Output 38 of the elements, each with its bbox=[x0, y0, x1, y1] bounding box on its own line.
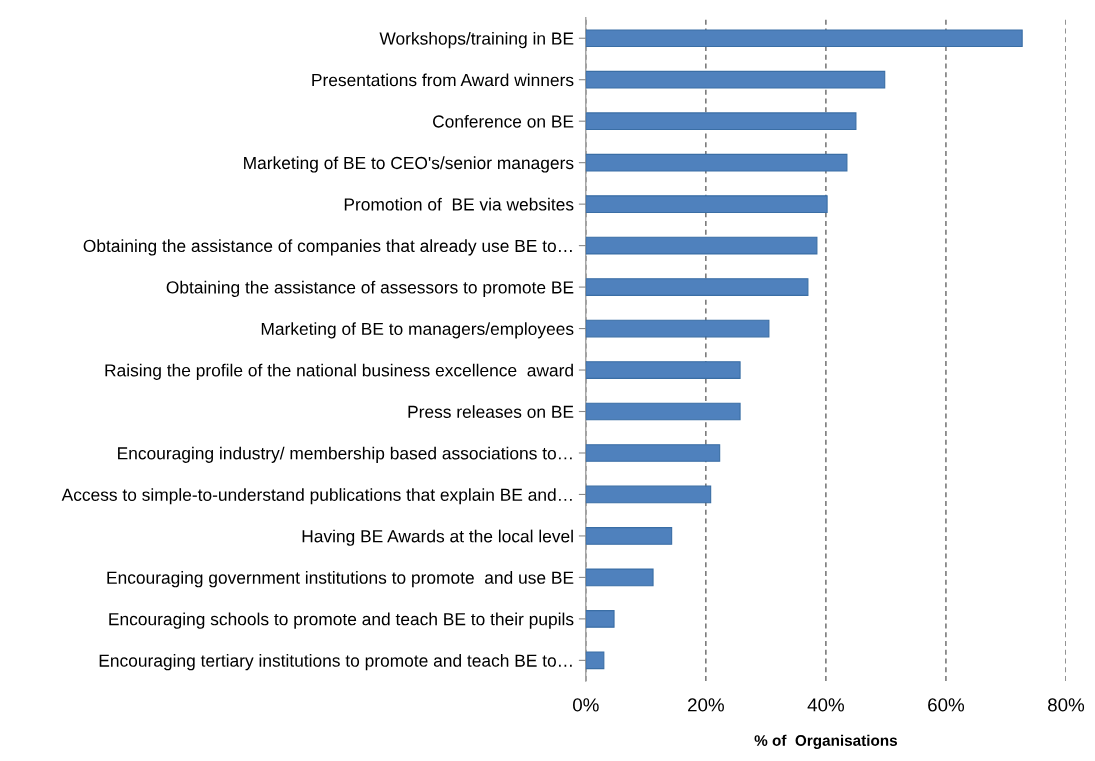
x-tick-label: 40% bbox=[807, 698, 844, 712]
x-tick-label: 0% bbox=[573, 698, 599, 712]
y-tick-label: Workshops/training in BE bbox=[379, 31, 574, 49]
y-tick-label: Raising the profile of the national business excellence award bbox=[105, 363, 573, 380]
y-tick-label: Obtaining the assistance of assessors to promote BE bbox=[166, 280, 574, 297]
y-tick-label: Encouraging schools to promote and teach BE to their pupils bbox=[109, 612, 574, 629]
bar bbox=[585, 236, 818, 255]
y-tick-label: Promotion of BE via websites bbox=[344, 197, 574, 211]
y-tick-label: Conference on BE bbox=[433, 114, 574, 128]
bar bbox=[585, 29, 1023, 48]
x-tick-label: 60% bbox=[928, 698, 965, 712]
bar bbox=[585, 610, 615, 628]
x-tick-label: 20% bbox=[688, 698, 724, 712]
y-tick-label: Press releases on BE bbox=[408, 405, 574, 418]
bar bbox=[585, 485, 712, 504]
y-tick-label: Having BE Awards at the local level bbox=[302, 529, 573, 546]
bar bbox=[585, 153, 848, 172]
y-tick-label: Encouraging industry/ membership based associations to… bbox=[118, 446, 572, 463]
x-axis-title: % of Organisations bbox=[754, 734, 898, 749]
y-tick-label: Marketing of BE to CEO's/senior managers bbox=[244, 156, 574, 173]
bar bbox=[585, 361, 741, 379]
bar bbox=[585, 70, 886, 89]
bar bbox=[585, 195, 828, 213]
y-tick-label: Presentations from Award winners bbox=[312, 73, 574, 87]
y-tick-label: Encouraging tertiary institutions to promote and teach BE to… bbox=[99, 654, 572, 671]
y-tick-label: Access to simple-to-understand publications that explain BE and… bbox=[61, 488, 572, 505]
y-tick-label: Marketing of BE to managers/employees bbox=[261, 322, 574, 339]
bar bbox=[585, 402, 741, 421]
x-tick-label: 80% bbox=[1048, 698, 1085, 712]
bar bbox=[585, 568, 654, 587]
bar bbox=[585, 319, 770, 338]
bar bbox=[585, 651, 605, 670]
y-tick-label: Obtaining the assistance of companies that already use BE to… bbox=[83, 239, 572, 256]
bar bbox=[585, 444, 721, 462]
bar bbox=[585, 527, 673, 545]
y-tick-label: Encouraging government institutions to promote and use BE bbox=[107, 571, 574, 588]
bar bbox=[585, 278, 809, 296]
bar bbox=[585, 112, 857, 131]
